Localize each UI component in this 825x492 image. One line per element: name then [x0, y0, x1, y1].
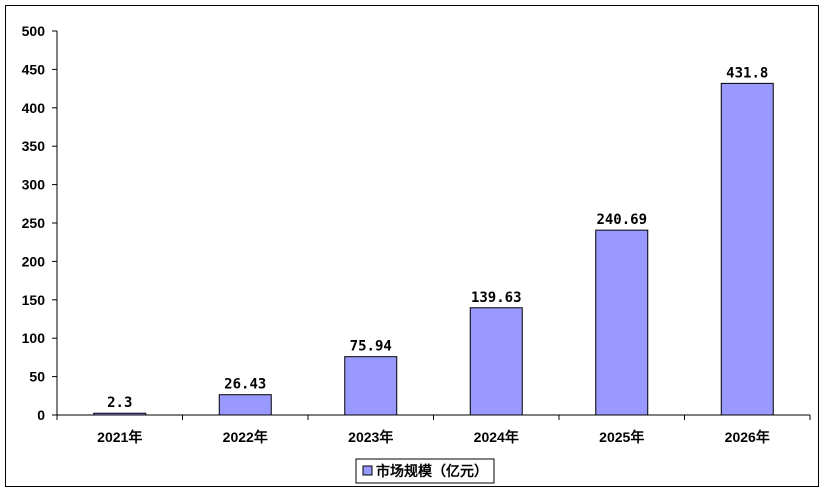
bar-2021年: [93, 412, 147, 416]
y-tick-label: 150: [22, 292, 46, 308]
y-tick-label: 100: [22, 330, 46, 346]
legend-swatch: [362, 465, 373, 476]
data-label: 26.43: [224, 377, 266, 393]
bar-2026年: [720, 82, 774, 416]
y-tick-label: 200: [22, 253, 46, 269]
data-label: 75.94: [350, 339, 392, 355]
y-tick-label: 0: [37, 407, 45, 423]
bar-2025年: [595, 229, 649, 416]
x-tick-label: 2024年: [474, 429, 519, 445]
bar-2023年: [344, 356, 398, 416]
bar-2024年: [469, 307, 523, 416]
x-tick-label: 2023年: [348, 429, 393, 445]
y-tick-label: 50: [29, 369, 45, 385]
y-tick-label: 350: [22, 138, 46, 154]
y-tick-label: 450: [22, 61, 46, 77]
legend-box: [355, 458, 495, 484]
legend-label: 市场规模（亿元）: [376, 463, 488, 479]
y-tick-label: 300: [22, 177, 46, 193]
bar-2022年: [218, 394, 272, 416]
chart-frame: [5, 5, 819, 487]
data-label: 240.69: [596, 212, 647, 228]
x-tick-label: 2022年: [223, 429, 268, 445]
x-tick-label: 2026年: [725, 429, 770, 445]
data-label: 2.3: [107, 395, 132, 411]
y-tick-label: 250: [22, 215, 46, 231]
y-tick-label: 400: [22, 100, 46, 116]
y-tick-label: 500: [22, 23, 46, 39]
x-tick-label: 2025年: [599, 429, 644, 445]
data-label: 431.8: [726, 65, 768, 81]
data-label: 139.63: [471, 290, 522, 306]
x-tick-label: 2021年: [97, 429, 142, 445]
